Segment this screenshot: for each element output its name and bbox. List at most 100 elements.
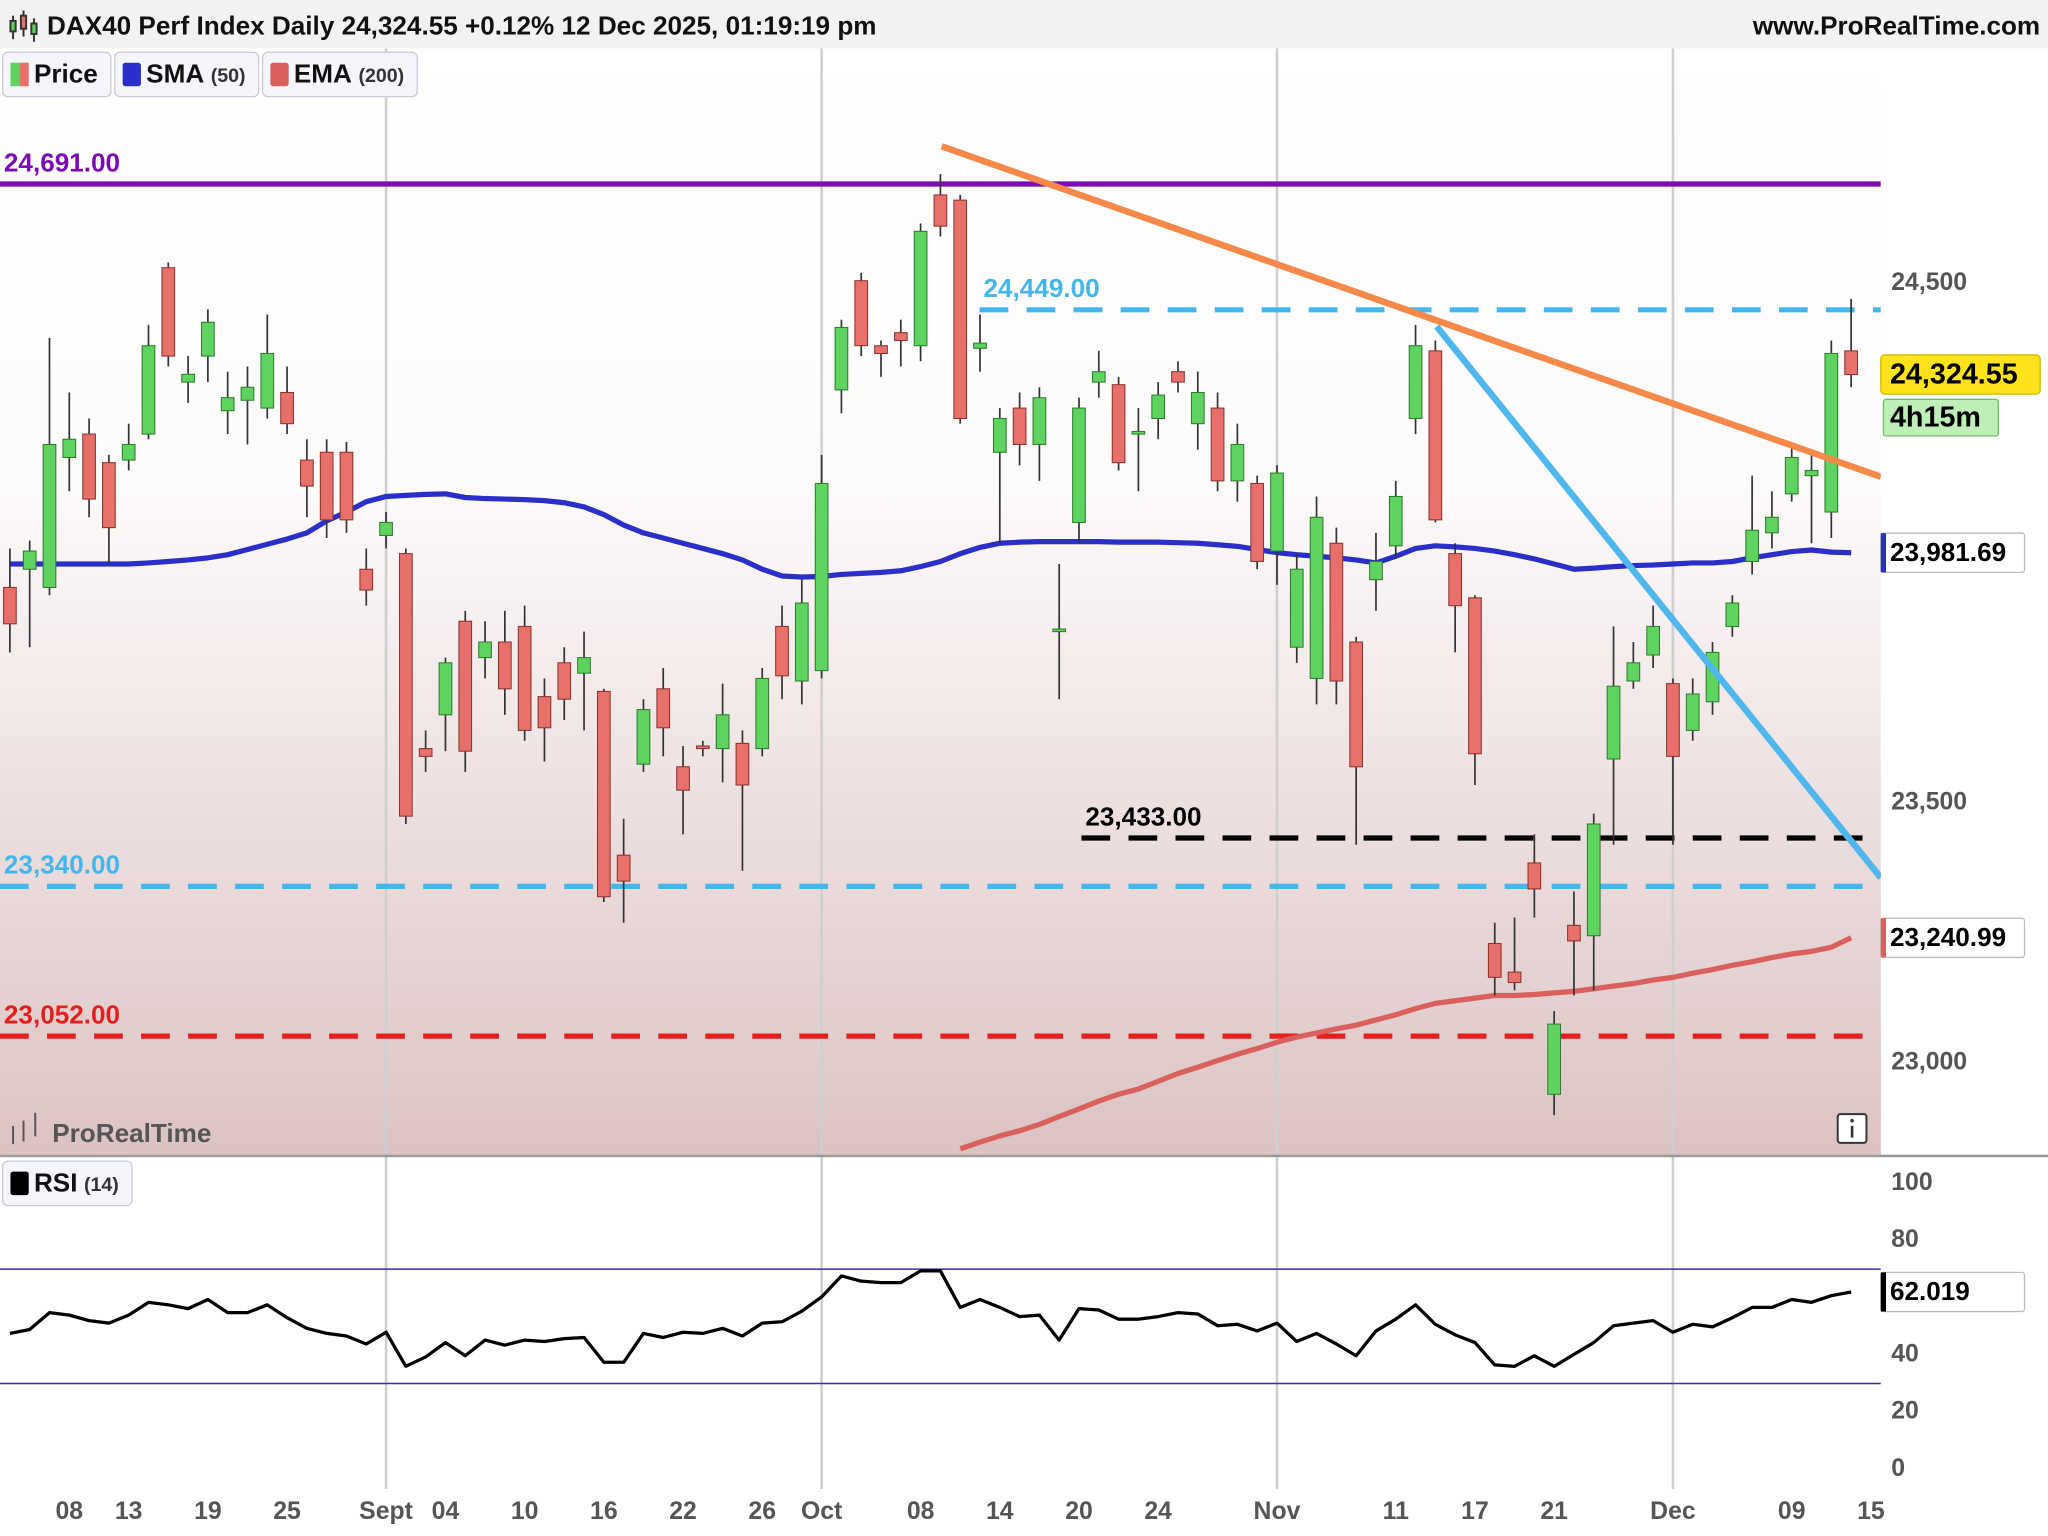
candle-body — [3, 586, 17, 625]
watermark: ProRealTime — [52, 1118, 211, 1148]
legend-swatch — [19, 62, 29, 87]
candle-body — [1111, 384, 1126, 464]
legend-name: EMA — [294, 59, 352, 89]
candle-body — [973, 342, 987, 349]
info-button[interactable] — [1836, 1113, 1868, 1144]
candle-body — [1725, 602, 1740, 627]
legend-swatch — [122, 62, 141, 87]
candle-body — [874, 345, 888, 355]
price-plot: 24,691.00 24,449.00 23,340.00 23,052.00 23,4… — [0, 147, 1881, 1152]
legend-swatch — [270, 62, 289, 87]
candle-body — [913, 230, 928, 347]
line-ema — [959, 935, 1853, 1152]
legend-item[interactable]: Price — [1, 51, 112, 98]
candle-body — [1765, 516, 1779, 534]
rsi-pane-background — [0, 1158, 1881, 1487]
y-tick-label: 24,500 — [1891, 269, 1967, 296]
timer-box — [1882, 398, 2000, 437]
header-title: DAX40 Perf Index Daily 24,324.55 +0.12% … — [47, 10, 876, 40]
axes: 24,500 23,500 23,000 08 13 19 25 Sept 04 10 16 22 26… — [55, 269, 1967, 1525]
level-label: 23,433.00 — [1085, 801, 1201, 831]
x-tick-label: Nov — [1254, 1498, 1301, 1525]
candle-body — [992, 417, 1007, 453]
candle-body — [1190, 391, 1205, 425]
x-tick-label: 26 — [748, 1498, 776, 1525]
legend-item[interactable]: SMA (50) — [114, 51, 260, 98]
x-tick-label: 13 — [115, 1498, 143, 1525]
candle-body — [379, 521, 393, 536]
legend-swatch — [10, 62, 20, 87]
legend-box — [1, 1160, 133, 1207]
price-tags: 24,324.55 4h15m 23,981.69 23,240.99 62.019 — [1880, 354, 2041, 1313]
candle-body — [181, 373, 195, 383]
legend-name: Price — [34, 59, 98, 89]
candle-body — [42, 443, 57, 588]
candle-body — [1151, 394, 1166, 419]
legend-item[interactable]: EMA (200) — [261, 51, 418, 98]
candle-body — [1329, 542, 1344, 682]
y-tick-label: 23,000 — [1891, 1049, 1967, 1076]
line-sma — [9, 491, 1852, 580]
candle-body — [220, 397, 235, 412]
candle-body — [399, 553, 413, 817]
watermark-icon — [12, 1112, 37, 1145]
legend-box — [261, 51, 418, 98]
candle-body — [1646, 625, 1660, 656]
candle-body — [319, 451, 334, 521]
candle-body — [1804, 469, 1819, 477]
x-tick-label: 08 — [907, 1498, 935, 1525]
candle-body — [616, 854, 631, 882]
candle-body — [22, 550, 37, 570]
legend-box — [114, 51, 260, 98]
candle-body — [953, 199, 968, 419]
candle-body — [517, 625, 532, 731]
candle-body — [557, 662, 572, 700]
legends: Price SMA (50) EMA (200) RSI (14) — [1, 51, 418, 1207]
header-site[interactable]: www.ProRealTime.com — [1752, 10, 2040, 40]
candle-body — [1745, 529, 1759, 562]
candle-body — [1824, 352, 1839, 513]
drawings — [940, 143, 1881, 880]
y-tick-label: 80 — [1891, 1226, 1919, 1253]
candle-body — [1210, 407, 1225, 482]
tag-accent — [1880, 1272, 1887, 1312]
candle-body — [1468, 597, 1482, 755]
candle-body — [1547, 1023, 1562, 1095]
candle-body — [280, 391, 294, 425]
legend-item[interactable]: RSI (14) — [1, 1160, 133, 1207]
candle-body — [1171, 371, 1185, 383]
candle-body — [1349, 641, 1364, 768]
candle-body — [497, 641, 512, 690]
legend-param: (50) — [211, 65, 246, 87]
level-label: 24,691.00 — [4, 147, 120, 177]
candle-body — [1507, 971, 1522, 984]
candle-body — [1586, 823, 1601, 937]
candle-body — [1487, 943, 1502, 978]
chart-icon — [9, 10, 38, 42]
candle-body — [1685, 693, 1700, 731]
candle-body — [82, 433, 96, 500]
x-tick-label: 24 — [1144, 1498, 1172, 1525]
candle-body — [656, 688, 671, 729]
x-tick-label: 22 — [669, 1498, 697, 1525]
candle-body — [814, 482, 829, 672]
candle-body — [1626, 662, 1641, 682]
x-tick-label: Dec — [1650, 1498, 1696, 1525]
x-tick-label: 08 — [55, 1498, 83, 1525]
level-label: 23,052.00 — [4, 999, 120, 1029]
candle-body — [1448, 553, 1463, 607]
candle-body — [62, 438, 77, 458]
candle-body — [1784, 456, 1799, 495]
level-label: 23,340.00 — [4, 850, 120, 880]
tag-label: 24,324.55 — [1890, 358, 2018, 390]
x-tick-label: 20 — [1065, 1498, 1093, 1525]
candle-body — [1012, 407, 1027, 445]
trendline-blue — [1434, 324, 1881, 880]
candle-body — [1052, 628, 1067, 633]
timer-label: 4h15m — [1890, 402, 1981, 434]
candle-body — [1388, 495, 1403, 547]
candle-body — [893, 332, 908, 342]
candle-body — [1270, 472, 1284, 552]
legend-name: RSI — [34, 1168, 78, 1198]
